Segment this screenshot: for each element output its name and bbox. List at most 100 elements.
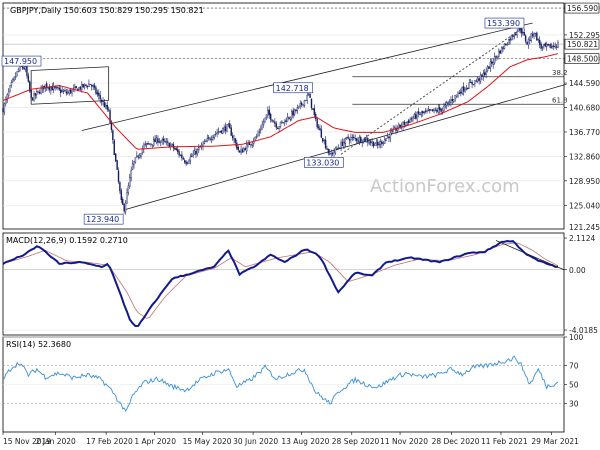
price-candle bbox=[31, 97, 34, 101]
price-candle bbox=[369, 138, 372, 146]
price-candle bbox=[215, 131, 217, 137]
price-candle bbox=[79, 85, 82, 92]
price-candle bbox=[533, 31, 535, 40]
price-candle bbox=[451, 95, 454, 105]
price-candle bbox=[392, 125, 394, 133]
price-candle bbox=[454, 95, 456, 103]
price-candle bbox=[92, 83, 94, 91]
price-candle bbox=[420, 110, 423, 118]
price-candle bbox=[206, 134, 208, 143]
price-candle bbox=[374, 142, 376, 146]
price-candle bbox=[372, 141, 375, 149]
price-candle bbox=[78, 86, 80, 91]
level-annotation-box bbox=[484, 17, 525, 29]
price-candles bbox=[2, 24, 559, 215]
price-candle bbox=[7, 88, 10, 98]
price-candle bbox=[36, 87, 38, 99]
price-candle bbox=[471, 79, 473, 89]
price-candle bbox=[47, 86, 49, 91]
price-candle bbox=[237, 145, 239, 153]
price-plot-area bbox=[2, 2, 565, 230]
price-candle bbox=[555, 44, 558, 50]
price-candle bbox=[57, 85, 59, 91]
price-candle bbox=[122, 196, 124, 205]
price-candle bbox=[264, 117, 266, 124]
price-y-tick-label: 121.245 bbox=[569, 223, 600, 232]
rsi-gridlines bbox=[3, 336, 564, 404]
price-candle bbox=[496, 55, 499, 60]
x-tick-label: 11 Feb 2021 bbox=[481, 437, 528, 446]
price-candle bbox=[282, 122, 285, 124]
price-candle bbox=[275, 121, 277, 131]
price-candle bbox=[348, 137, 351, 145]
price-candle bbox=[460, 88, 462, 97]
price-candle bbox=[362, 138, 365, 144]
price-candle bbox=[113, 139, 115, 156]
price-candle bbox=[333, 148, 335, 158]
price-candle bbox=[2, 106, 4, 113]
price-candle bbox=[71, 89, 73, 97]
price-candle bbox=[327, 148, 330, 156]
price-candle bbox=[192, 150, 194, 159]
price-y-tick-label: 140.680 bbox=[569, 104, 600, 113]
price-candle bbox=[299, 100, 301, 110]
price-candle bbox=[255, 133, 258, 140]
price-candle bbox=[347, 133, 349, 140]
price-candle bbox=[164, 138, 166, 144]
price-candle bbox=[419, 112, 421, 116]
price-candle bbox=[198, 144, 200, 154]
price-candle bbox=[548, 44, 551, 48]
price-y-axis: 125.040 128.950 132.860 136.770 140.680 144.5… bbox=[564, 2, 600, 232]
price-candle bbox=[131, 159, 134, 171]
macd-y-tick-label: -4.0185 bbox=[569, 326, 598, 335]
price-candle bbox=[85, 84, 87, 88]
price-y-tick-label: 132.860 bbox=[569, 152, 600, 161]
price-candle bbox=[446, 100, 448, 110]
macd-trendline bbox=[495, 240, 565, 271]
price-candle bbox=[99, 91, 101, 104]
price-candle bbox=[86, 85, 89, 90]
price-candle bbox=[527, 37, 530, 49]
price-candle bbox=[413, 112, 416, 120]
price-candle bbox=[50, 87, 52, 95]
price-candle bbox=[443, 102, 445, 113]
price-candle bbox=[358, 134, 361, 146]
price-candle bbox=[16, 71, 18, 77]
price-candle bbox=[55, 86, 58, 90]
price-candle bbox=[296, 104, 299, 115]
price-candle bbox=[123, 203, 125, 214]
price-candle bbox=[410, 116, 413, 123]
price-candle bbox=[465, 85, 468, 91]
rsi-y-tick-label: 50 bbox=[569, 381, 579, 390]
price-candle bbox=[538, 36, 541, 49]
price-candle bbox=[423, 110, 425, 115]
price-candle bbox=[541, 45, 544, 51]
price-candle bbox=[230, 124, 232, 136]
price-candle bbox=[100, 98, 103, 106]
price-candle bbox=[381, 139, 383, 149]
price-candle bbox=[536, 31, 538, 41]
price-candle bbox=[319, 124, 321, 131]
price-candle bbox=[427, 106, 430, 112]
macd-signal-line bbox=[2, 242, 559, 319]
price-candle bbox=[377, 139, 379, 149]
price-candle bbox=[240, 145, 242, 155]
price-candle bbox=[522, 29, 524, 36]
price-candle bbox=[498, 48, 500, 60]
price-candle bbox=[124, 200, 127, 215]
price-candle bbox=[257, 129, 259, 138]
price-candle bbox=[354, 134, 356, 142]
price-candle bbox=[360, 135, 362, 143]
price-candle bbox=[461, 86, 463, 96]
price-candle bbox=[422, 110, 424, 117]
price-candle bbox=[244, 146, 246, 151]
price-candle bbox=[450, 96, 452, 107]
price-tag-label: 150.821 bbox=[567, 40, 598, 49]
price-candle bbox=[433, 108, 435, 114]
price-candle bbox=[160, 140, 162, 147]
price-candle bbox=[272, 119, 275, 123]
price-candle bbox=[500, 46, 503, 54]
price-candle bbox=[30, 89, 32, 102]
price-candle bbox=[268, 105, 270, 119]
